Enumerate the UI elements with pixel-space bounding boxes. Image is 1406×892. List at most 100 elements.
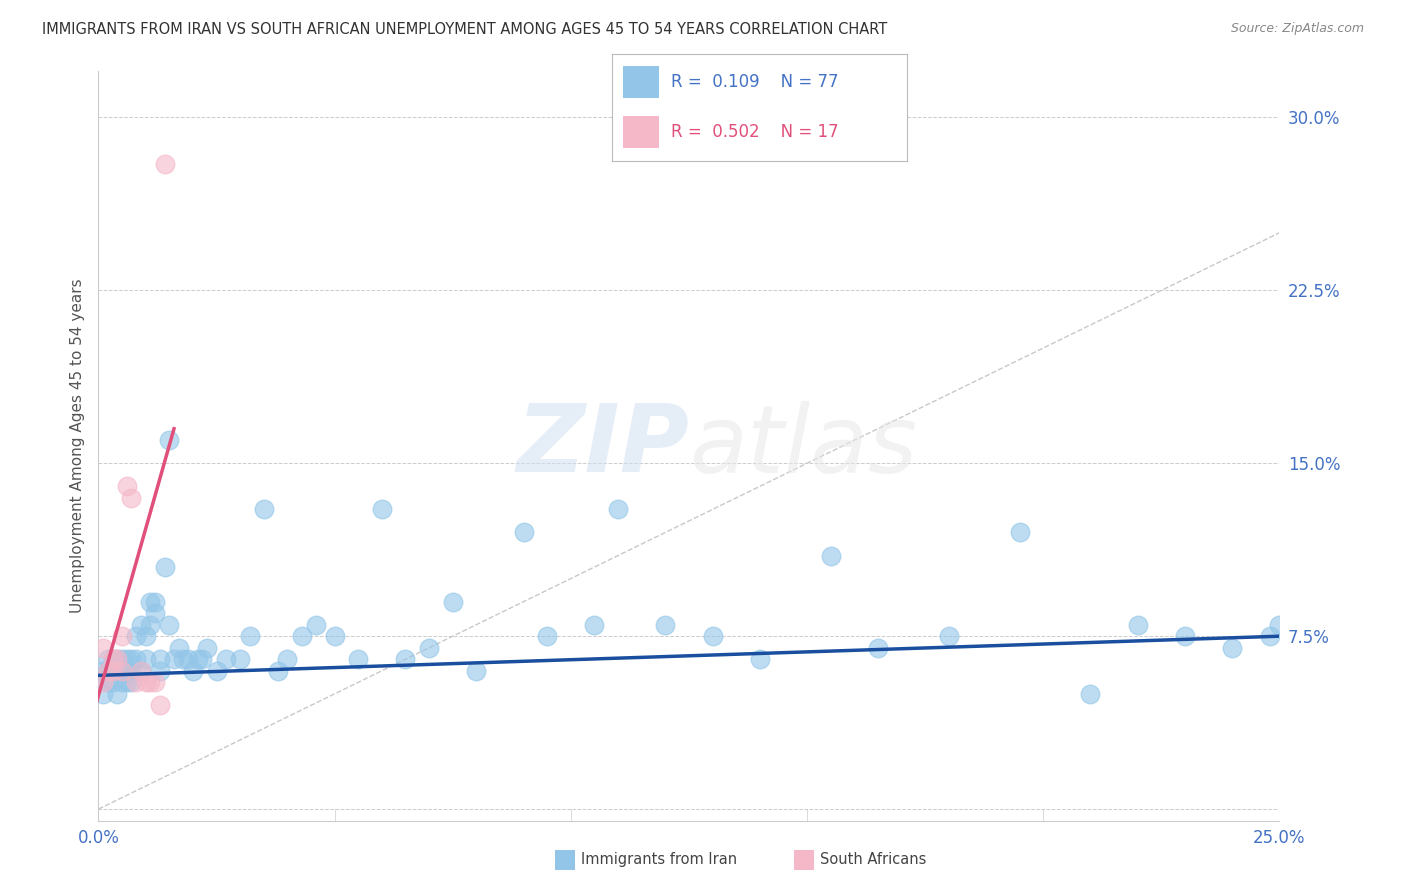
Point	[121, 664, 143, 678]
Point	[347, 652, 370, 666]
Y-axis label: Unemployment Among Ages 45 to 54 years: Unemployment Among Ages 45 to 54 years	[69, 278, 84, 614]
Point	[101, 652, 124, 666]
Point	[111, 675, 134, 690]
Point	[153, 156, 176, 170]
Point	[91, 687, 114, 701]
Point	[205, 664, 228, 678]
Point	[229, 652, 252, 666]
Point	[135, 675, 157, 690]
Point	[135, 652, 157, 666]
Point	[938, 629, 960, 643]
Point	[101, 664, 124, 678]
Point	[111, 652, 134, 666]
Point	[748, 652, 770, 666]
Point	[1268, 617, 1291, 632]
Point	[121, 491, 143, 505]
Point	[181, 664, 204, 678]
Point	[121, 652, 143, 666]
Text: R =  0.502    N = 17: R = 0.502 N = 17	[671, 123, 838, 141]
Point	[91, 640, 114, 655]
Point	[702, 629, 724, 643]
Point	[153, 560, 176, 574]
Point	[101, 664, 124, 678]
Point	[129, 664, 152, 678]
Point	[290, 629, 312, 643]
Point	[143, 606, 166, 620]
Point	[820, 549, 842, 563]
Text: atlas: atlas	[689, 401, 917, 491]
Text: South Africans: South Africans	[820, 853, 927, 867]
Point	[1126, 617, 1149, 632]
Point	[536, 629, 558, 643]
Point	[101, 652, 124, 666]
Point	[305, 617, 328, 632]
Point	[1258, 629, 1281, 643]
Point	[1008, 525, 1031, 540]
Point	[157, 617, 180, 632]
Point	[91, 675, 114, 690]
Text: Source: ZipAtlas.com: Source: ZipAtlas.com	[1230, 22, 1364, 36]
Point	[97, 652, 120, 666]
Point	[125, 629, 148, 643]
Point	[167, 640, 190, 655]
Point	[157, 434, 180, 448]
Point	[115, 479, 138, 493]
Point	[97, 664, 120, 678]
Point	[139, 675, 162, 690]
Point	[115, 675, 138, 690]
Point	[139, 617, 162, 632]
Point	[654, 617, 676, 632]
Point	[195, 640, 218, 655]
Point	[125, 652, 148, 666]
Point	[125, 675, 148, 690]
Point	[394, 652, 416, 666]
Point	[149, 698, 172, 713]
Point	[323, 629, 346, 643]
Point	[105, 687, 128, 701]
Point	[276, 652, 298, 666]
Point	[215, 652, 238, 666]
Point	[1080, 687, 1102, 701]
Point	[105, 652, 128, 666]
Point	[111, 629, 134, 643]
Point	[101, 675, 124, 690]
Point	[97, 664, 120, 678]
Point	[115, 652, 138, 666]
Point	[441, 594, 464, 608]
Point	[418, 640, 440, 655]
Point	[135, 629, 157, 643]
Point	[1174, 629, 1197, 643]
Text: ZIP: ZIP	[516, 400, 689, 492]
Point	[866, 640, 889, 655]
Point	[121, 675, 143, 690]
Point	[111, 664, 134, 678]
Point	[172, 652, 194, 666]
Text: IMMIGRANTS FROM IRAN VS SOUTH AFRICAN UNEMPLOYMENT AMONG AGES 45 TO 54 YEARS COR: IMMIGRANTS FROM IRAN VS SOUTH AFRICAN UN…	[42, 22, 887, 37]
Point	[191, 652, 214, 666]
Point	[91, 664, 114, 678]
Point	[512, 525, 534, 540]
Point	[143, 594, 166, 608]
Bar	[623, 116, 659, 148]
Point	[583, 617, 606, 632]
Point	[177, 652, 200, 666]
Point	[465, 664, 488, 678]
Text: R =  0.109    N = 77: R = 0.109 N = 77	[671, 73, 838, 91]
Point	[97, 675, 120, 690]
Point	[105, 652, 128, 666]
Point	[143, 675, 166, 690]
Point	[607, 502, 630, 516]
Point	[111, 664, 134, 678]
Point	[1220, 640, 1243, 655]
Point	[239, 629, 262, 643]
Point	[187, 652, 209, 666]
Point	[253, 502, 276, 516]
Point	[129, 664, 152, 678]
Point	[105, 664, 128, 678]
Point	[139, 594, 162, 608]
Bar	[623, 66, 659, 98]
Point	[129, 617, 152, 632]
Point	[149, 664, 172, 678]
Point	[163, 652, 186, 666]
Text: Immigrants from Iran: Immigrants from Iran	[581, 853, 737, 867]
